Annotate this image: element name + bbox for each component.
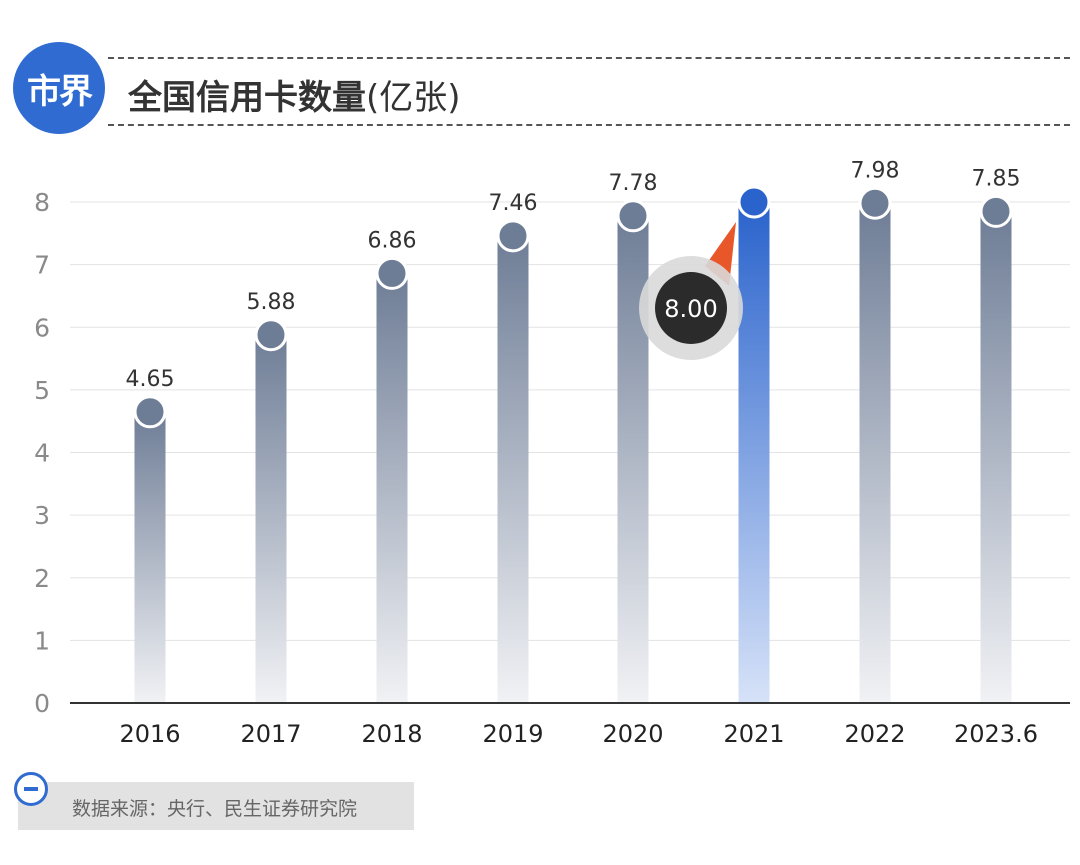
x-tick-label: 2018 — [361, 720, 422, 748]
bar-cap — [737, 185, 771, 219]
y-tick-label: 2 — [34, 564, 50, 593]
brand-logo-text: 市界 — [27, 71, 93, 112]
x-tick-label: 2019 — [482, 720, 543, 748]
bar — [859, 203, 891, 703]
bar — [376, 273, 408, 703]
title-divider-bottom — [108, 124, 1070, 126]
brand-logo: 市界 — [13, 42, 105, 134]
minus-circle-icon — [14, 772, 48, 806]
chart-title-unit: (亿张) — [366, 78, 461, 118]
data-label: 7.78 — [609, 171, 658, 196]
data-label: 7.46 — [489, 191, 538, 216]
callout-bubble — [655, 272, 727, 344]
bar — [497, 235, 529, 703]
source-box: 数据来源：央行、民生证券研究院 — [18, 782, 414, 830]
bar — [980, 211, 1012, 704]
y-tick-label: 1 — [34, 626, 50, 655]
y-tick-label: 0 — [34, 689, 50, 718]
bar — [255, 334, 287, 703]
source-text: 数据来源：央行、民生证券研究院 — [72, 798, 358, 820]
y-tick-label: 7 — [34, 251, 50, 280]
x-tick-label: 2016 — [119, 720, 180, 748]
bar-cap — [858, 186, 892, 220]
y-tick-label: 6 — [34, 313, 50, 342]
bar — [738, 202, 770, 703]
y-tick-label: 3 — [34, 501, 50, 530]
bar-cap — [616, 199, 650, 233]
bar-cap — [496, 219, 530, 253]
y-tick-label: 8 — [34, 188, 50, 217]
callout-value-label: 8.00 — [664, 295, 717, 323]
y-tick-label: 4 — [34, 439, 50, 468]
data-label: 6.86 — [368, 228, 417, 253]
data-label: 7.85 — [972, 166, 1021, 191]
bar-cap — [254, 318, 288, 352]
bar-chart: 0 1 2 3 4 5 6 7 8 4.65 2016 5.88 2017 6.86 2018 7.46 201… — [34, 158, 1070, 748]
x-tick-label: 2022 — [844, 720, 905, 748]
x-tick-label: 2020 — [602, 720, 663, 748]
bar — [134, 411, 166, 703]
chart-title: 全国信用卡数量(亿张) — [128, 70, 461, 119]
chart-title-main: 全国信用卡数量 — [128, 78, 366, 118]
x-tick-label: 2017 — [240, 720, 301, 748]
data-label: 4.65 — [126, 367, 175, 392]
data-label: 5.88 — [247, 290, 296, 315]
bar-cap — [979, 194, 1013, 228]
bar-cap — [133, 395, 167, 429]
x-tick-label: 2023.6 — [954, 720, 1038, 748]
bar-cap — [375, 256, 409, 290]
x-tick-label: 2021 — [723, 720, 784, 748]
y-tick-label: 5 — [34, 376, 50, 405]
title-divider-top — [108, 57, 1070, 59]
data-label: 7.98 — [851, 158, 900, 183]
